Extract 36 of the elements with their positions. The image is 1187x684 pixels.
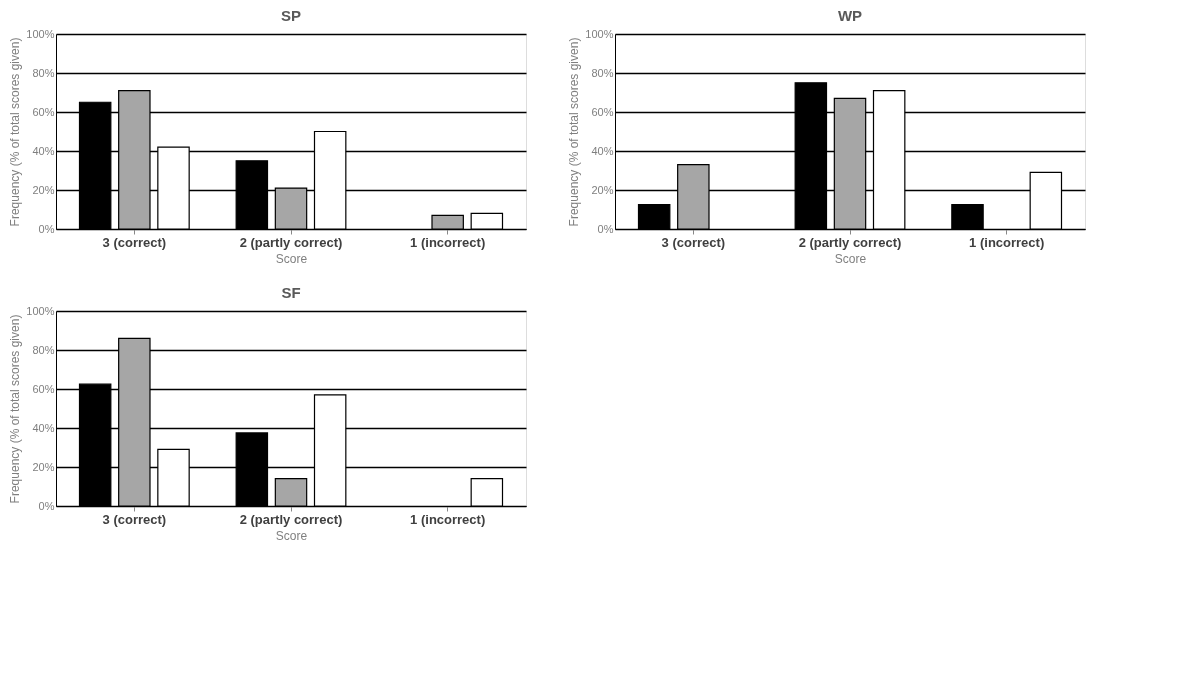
y-tick-label: 60% (32, 382, 55, 395)
x-tick-label: 2 (partly correct) (239, 511, 343, 527)
y-tick-label: 60% (32, 105, 55, 118)
y-tick-label: 60% (591, 105, 614, 118)
y-tick-label: 80% (32, 66, 55, 79)
x-tick-label: 3 (correct) (102, 234, 167, 250)
y-axis-title: Frequency (% of total scores given) (8, 37, 23, 227)
x-axis-title: Score (275, 251, 308, 266)
y-tick-label: 100% (26, 304, 55, 317)
y-axis-title: Frequency (% of total scores given) (8, 314, 23, 504)
y-tick-label: 40% (32, 144, 55, 157)
x-tick-label: 3 (correct) (102, 511, 167, 527)
x-tick-label: 1 (incorrect) (969, 234, 1045, 250)
x-tick-label: 3 (correct) (661, 234, 726, 250)
y-axis-title: Frequency (% of total scores given) (567, 37, 582, 227)
x-tick-label: 2 (partly correct) (239, 234, 343, 250)
y-tick-label: 20% (591, 183, 614, 196)
y-tick-label: 80% (591, 66, 614, 79)
y-tick-label: 40% (591, 144, 614, 157)
x-axis-title: Score (834, 251, 867, 266)
y-tick-label: 0% (38, 222, 55, 235)
x-tick-label: 2 (partly correct) (798, 234, 902, 250)
y-tick-label: 40% (32, 421, 55, 434)
y-tick-label: 20% (32, 460, 55, 473)
x-tick-label: 1 (incorrect) (410, 234, 486, 250)
x-axis-title: Score (275, 528, 308, 543)
chart-title: SF (281, 284, 301, 301)
y-tick-label: 100% (26, 27, 55, 40)
y-tick-label: 0% (38, 499, 55, 512)
chart-title: WP (837, 7, 863, 24)
y-tick-label: 0% (597, 222, 614, 235)
y-tick-label: 100% (585, 27, 614, 40)
y-tick-label: 80% (32, 343, 55, 356)
chart-title: SP (280, 7, 302, 24)
y-tick-label: 20% (32, 183, 55, 196)
x-tick-label: 1 (incorrect) (410, 511, 486, 527)
